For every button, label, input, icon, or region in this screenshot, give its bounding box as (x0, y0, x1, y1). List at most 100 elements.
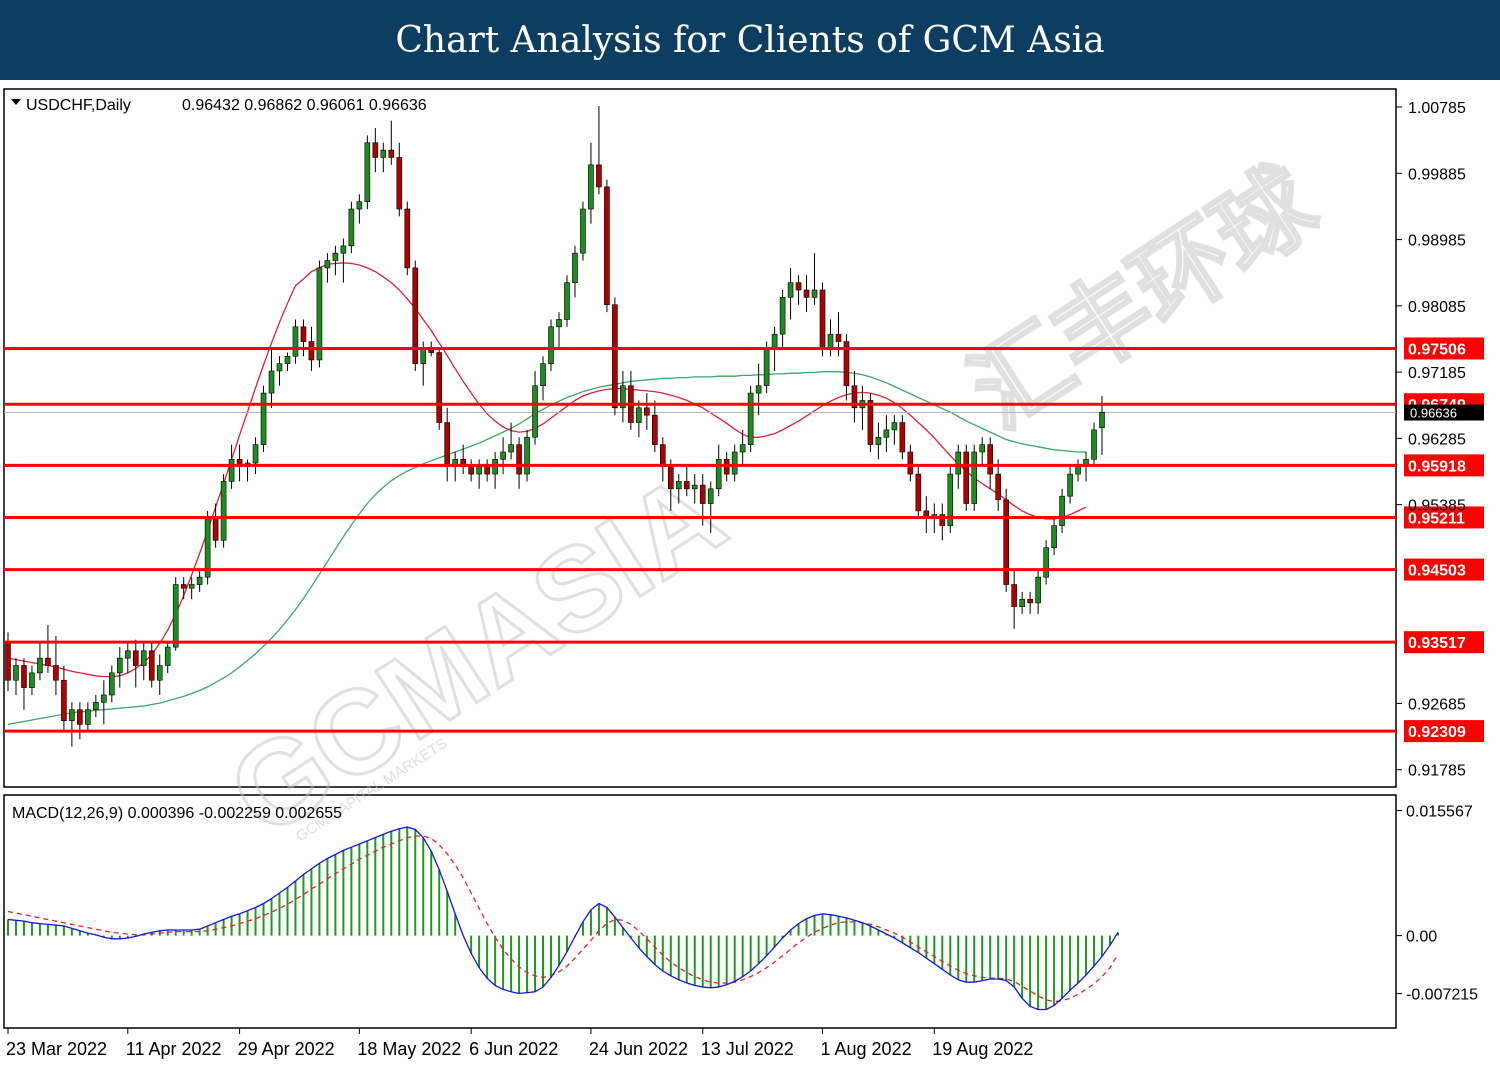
candle-body (612, 304, 618, 409)
level-label: 0.94503 (1408, 563, 1466, 580)
candle (388, 120, 395, 165)
candle (332, 245, 339, 276)
candle (580, 201, 586, 261)
candle (380, 142, 387, 173)
candle-body (564, 282, 570, 320)
candle-body (604, 186, 610, 306)
candle (284, 352, 291, 371)
candle-body (524, 436, 530, 475)
candle (867, 393, 874, 452)
candle-body (180, 584, 187, 589)
candle (516, 437, 522, 489)
candle-body (364, 142, 371, 202)
candle-body (77, 709, 83, 725)
price-tick-label: 0.98085 (1408, 299, 1466, 316)
candle (364, 135, 371, 210)
candle-body (380, 149, 387, 158)
candle-body (779, 297, 786, 335)
date-tick-label: 29 Apr 2022 (238, 1039, 335, 1059)
candle-body (580, 208, 586, 254)
candle (731, 444, 738, 482)
candle-body (739, 444, 746, 453)
level-label-box (1404, 631, 1484, 654)
candle-body (819, 289, 826, 350)
candle (1051, 518, 1057, 556)
candle (188, 577, 195, 600)
candle (45, 625, 51, 673)
candle (891, 415, 898, 445)
candle-body (444, 422, 450, 468)
candle-body (1099, 411, 1105, 428)
candle-body (556, 319, 562, 328)
candle-body (947, 473, 954, 526)
candle-body (308, 341, 315, 361)
candle (132, 639, 139, 688)
candle (140, 643, 147, 681)
candle-body (811, 289, 818, 298)
candle-body (667, 466, 674, 490)
candle (779, 290, 786, 349)
candle-body (316, 267, 323, 361)
candle (180, 577, 187, 600)
candle-body (220, 481, 227, 541)
candle (436, 348, 443, 430)
candle (340, 238, 347, 283)
candle-body (763, 348, 770, 387)
date-tick-label: 19 Aug 2022 (932, 1039, 1033, 1059)
date-tick-label: 23 Mar 2022 (6, 1039, 107, 1059)
candle-body (300, 326, 307, 342)
candle (37, 643, 43, 681)
candle-body (37, 657, 43, 674)
candle (979, 437, 986, 467)
candle (156, 654, 163, 695)
candle-body (124, 650, 131, 659)
candle-body (1059, 495, 1065, 526)
candle (164, 643, 171, 673)
candle-body (5, 643, 11, 681)
candle (404, 201, 411, 276)
candle (556, 312, 562, 349)
candle-body (53, 665, 59, 681)
macd-tick-label: 0.00 (1406, 929, 1437, 946)
candle-body (516, 444, 522, 475)
candle-body (835, 333, 842, 342)
candle-body (683, 481, 690, 490)
candle (596, 105, 602, 195)
candle (21, 658, 27, 710)
candle (612, 297, 618, 416)
candle (260, 385, 267, 452)
candle (252, 437, 259, 475)
price-tick-label: 0.95385 (1408, 498, 1466, 515)
candle (843, 334, 850, 401)
symbol-dropdown-icon[interactable] (11, 99, 21, 105)
level-label-box (1404, 337, 1484, 360)
candle-body (228, 459, 235, 482)
candle-body (1003, 499, 1009, 585)
candle (412, 260, 419, 371)
candle-body (843, 341, 850, 387)
candle-body (85, 709, 91, 725)
candle-body (500, 451, 506, 460)
candle-body (29, 672, 35, 688)
candle-body (1051, 525, 1057, 549)
candle-body (476, 466, 482, 475)
candle-body (388, 149, 395, 158)
candle (196, 569, 203, 592)
candle (707, 481, 714, 533)
price-tick-label: 0.99885 (1408, 166, 1466, 183)
candle (29, 665, 35, 695)
candle-body (652, 414, 658, 445)
candle (1019, 591, 1025, 614)
price-tick-label: 0.97185 (1408, 365, 1466, 382)
candle (116, 647, 123, 688)
candle (93, 694, 99, 718)
candle-body (116, 657, 123, 674)
candle (1011, 569, 1017, 629)
candle-body (755, 385, 762, 394)
candle-body (324, 260, 331, 269)
candle (13, 658, 19, 695)
candle (101, 680, 107, 725)
candle (1059, 488, 1065, 533)
date-tick-label: 6 Jun 2022 (469, 1039, 558, 1059)
candle (963, 444, 970, 511)
